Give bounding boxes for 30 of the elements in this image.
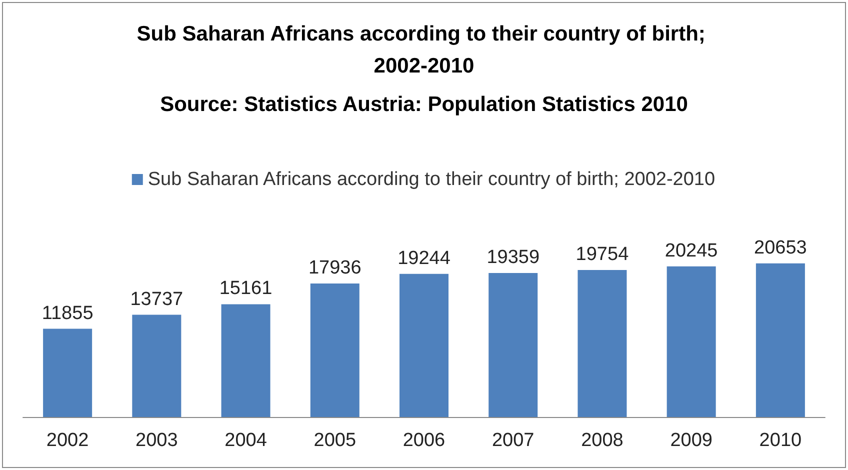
data-label: 19244 xyxy=(398,248,451,269)
bar xyxy=(488,272,538,417)
bar xyxy=(756,263,805,417)
x-tick-label: 2005 xyxy=(314,430,356,451)
data-label: 20653 xyxy=(754,237,807,258)
x-tick-label: 2003 xyxy=(136,430,178,451)
x-tick-label: 2004 xyxy=(224,430,268,451)
data-label: 19359 xyxy=(486,246,540,268)
x-tick-label: 2010 xyxy=(759,430,802,451)
data-label: 20245 xyxy=(664,240,718,262)
x-tick-label: 2006 xyxy=(402,430,446,451)
bar xyxy=(578,270,627,417)
chart-subtitle: Source: Statistics Austria: Population Statistics 2010 xyxy=(160,93,688,116)
x-tick-label: 2009 xyxy=(670,430,712,451)
bar xyxy=(666,266,716,417)
data-label: 19754 xyxy=(576,244,630,266)
x-tick-label: 2002 xyxy=(46,430,89,451)
legend-label: Sub Saharan Africans according to their country of birth; 2002-2010 xyxy=(148,169,716,190)
data-label: 11855 xyxy=(42,302,94,324)
data-label: 13737 xyxy=(130,288,184,310)
x-tick-label: 2008 xyxy=(581,430,624,451)
data-label: 15161 xyxy=(219,278,272,300)
data-label: 17936 xyxy=(308,258,362,279)
chart-title: Sub Saharan Africans according to their country of birth; 2002-2010 xyxy=(136,22,712,78)
bar xyxy=(310,284,360,417)
bar xyxy=(221,304,270,417)
bar xyxy=(399,274,449,417)
bar xyxy=(43,328,92,417)
bar xyxy=(132,314,182,417)
x-tick-label: 2007 xyxy=(492,430,534,451)
